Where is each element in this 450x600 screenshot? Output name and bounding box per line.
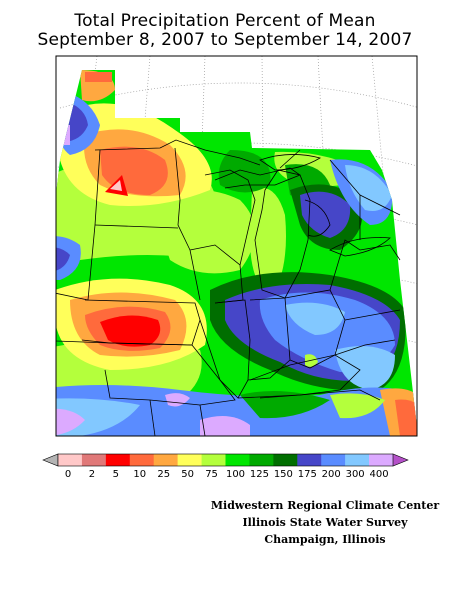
legend-label: 75: [205, 469, 218, 480]
legend-label: 200: [322, 469, 341, 480]
legend: 0 2 5 10 25 50 75 100 125 150 175 200 300 400: [42, 453, 409, 480]
legend-arrow-left: [42, 453, 59, 467]
legend-swatch: [345, 454, 370, 466]
legend-swatch: [58, 454, 83, 466]
legend-swatch: [297, 454, 322, 466]
legend-label: 10: [133, 469, 146, 480]
legend-swatch: [177, 454, 202, 466]
map-date-range: September 8, 2007 to September 14, 2007: [37, 30, 413, 50]
legend-label: 0: [65, 469, 71, 480]
credit-line-1: Midwestern Regional Climate Center: [210, 499, 440, 512]
legend-swatch: [81, 454, 107, 466]
legend-label: 300: [346, 469, 365, 480]
state-boundaries: [56, 139, 401, 436]
legend-swatch: [153, 454, 178, 466]
legend-swatch: [129, 454, 155, 466]
legend-swatch: [273, 454, 298, 466]
legend-bar-outline: [57, 453, 394, 467]
legend-label: 2: [89, 469, 95, 480]
legend-swatch: [249, 454, 274, 466]
legend-label: 50: [181, 469, 194, 480]
legend-swatch: [105, 454, 131, 466]
map-frame: [55, 55, 418, 437]
legend-label: 150: [274, 469, 293, 480]
legend-label: 125: [250, 469, 269, 480]
legend-swatch: [225, 454, 250, 466]
legend-label: 400: [370, 469, 389, 480]
legend-swatch: [321, 454, 346, 466]
legend-label: 25: [157, 469, 170, 480]
legend-arrow-right: [392, 453, 409, 467]
legend-swatch: [369, 454, 394, 466]
legend-label: 5: [113, 469, 119, 480]
legend-swatch: [201, 454, 226, 466]
map-title: Total Precipitation Percent of Mean: [74, 11, 376, 31]
legend-label: 175: [298, 469, 317, 480]
credit-line-3: Champaign, Illinois: [264, 533, 386, 546]
legend-label: 100: [226, 469, 245, 480]
credit-line-2: Illinois State Water Survey: [242, 516, 408, 529]
